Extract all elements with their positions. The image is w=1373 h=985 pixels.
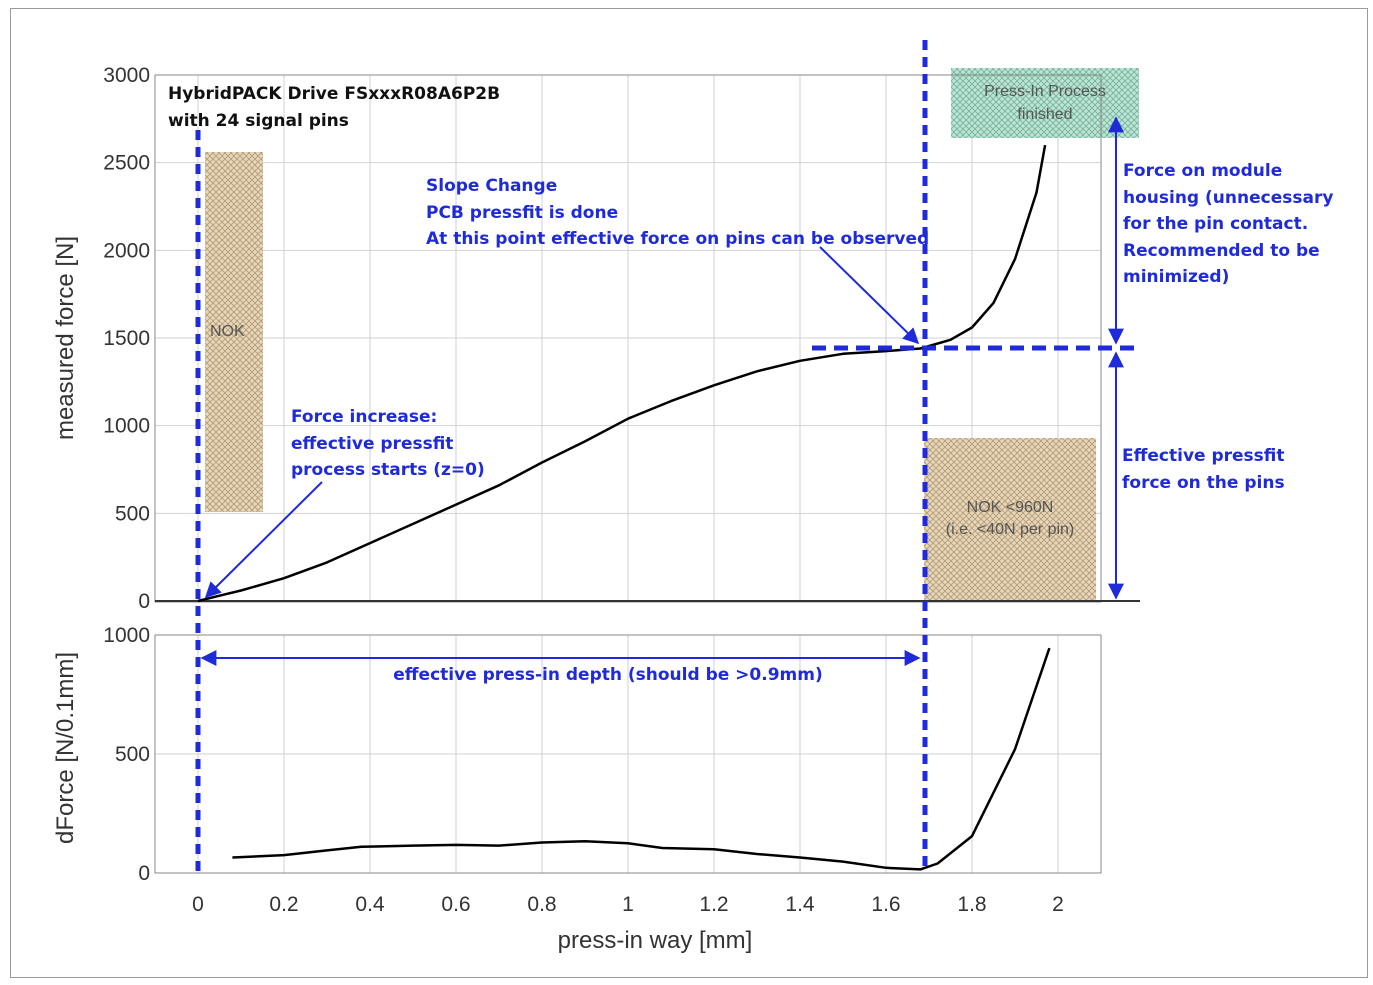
nok-zone-right: [924, 438, 1096, 600]
nok-zone-left: [205, 152, 263, 512]
chart-subtitle: with 24 signal pins: [168, 111, 349, 131]
housing-force-line-2: housing (unnecessary: [1123, 188, 1333, 208]
process-finished-zone: [951, 68, 1139, 138]
top-y-tick-label: 500: [115, 502, 150, 525]
nok-zone-left-label: NOK: [210, 323, 245, 340]
nok-zone-right-label-1: NOK <960N: [967, 499, 1054, 516]
chart-title: HybridPACK Drive FSxxxR08A6P2B: [168, 84, 500, 104]
top-y-tick-label: 2500: [103, 152, 150, 175]
x-tick-label: 1.2: [699, 893, 728, 916]
x-tick-label: 1.8: [957, 893, 986, 916]
x-axis-label: press-in way [mm]: [558, 927, 753, 954]
x-tick-label: 0.2: [269, 893, 298, 916]
x-tick-label: 2: [1052, 893, 1064, 916]
slope-change-arrow: [819, 246, 920, 345]
top-y-tick-labels: 0 500 1000 1500 2000 2500 3000: [103, 64, 150, 613]
force-increase-line-3: process starts (z=0): [291, 460, 485, 480]
x-tick-label: 1.4: [785, 893, 815, 916]
process-finished-label-1: Press-In Process: [984, 83, 1106, 100]
housing-force-line-4: Recommended to be: [1123, 241, 1320, 261]
slope-change-line-3: At this point effective force on pins ca…: [426, 229, 929, 249]
dforce-curve: [232, 647, 1051, 871]
force-increase-arrow: [204, 481, 323, 599]
housing-force-line-3: for the pin contact.: [1123, 214, 1308, 234]
x-tick-label: 0.8: [527, 893, 556, 916]
top-y-tick-label: 2000: [103, 239, 150, 262]
figure-frame: [10, 8, 1368, 978]
x-tick-label: 1: [622, 893, 634, 916]
x-tick-label: 0.4: [355, 893, 385, 916]
force-increase-line-2: effective pressfit: [291, 434, 453, 454]
press-in-depth-label: effective press-in depth (should be >0.9…: [393, 665, 823, 685]
measured-force-curve: [197, 144, 1047, 603]
bottom-y-tick-label: 1000: [103, 624, 150, 647]
force-increase-line-1: Force increase:: [291, 407, 437, 427]
bottom-y-tick-label: 0: [138, 862, 150, 885]
bottom-y-tick-labels: 0 500 1000: [103, 624, 150, 885]
bottom-plot-frame: [154, 634, 1102, 874]
top-y-tick-label: 0: [138, 590, 150, 613]
x-tick-label: 0: [192, 893, 204, 916]
housing-force-line-5: minimized): [1123, 267, 1229, 287]
bottom-y-axis-label: dForce [N/0.1mm]: [52, 652, 79, 844]
slope-change-line-2: PCB pressfit is done: [426, 203, 618, 223]
top-y-tick-label: 3000: [103, 64, 150, 87]
top-y-tick-label: 1000: [103, 415, 150, 438]
x-tick-labels: 0 0.2 0.4 0.6 0.8 1 1.2 1.4 1.6 1.8 2: [192, 893, 1064, 916]
nok-zone-right-label-2: (i.e. <40N per pin): [946, 521, 1075, 538]
pins-force-line-2: force on the pins: [1122, 473, 1285, 493]
process-finished-label-2: finished: [1017, 106, 1072, 123]
x-tick-label: 0.6: [441, 893, 470, 916]
pins-force-line-1: Effective pressfit: [1122, 446, 1285, 466]
housing-force-line-1: Force on module: [1123, 161, 1282, 181]
x-tick-label: 1.6: [871, 893, 900, 916]
slope-change-line-1: Slope Change: [426, 176, 557, 196]
top-y-axis-label: measured force [N]: [52, 236, 79, 440]
bottom-y-tick-label: 500: [115, 743, 150, 766]
top-y-tick-label: 1500: [103, 327, 150, 350]
